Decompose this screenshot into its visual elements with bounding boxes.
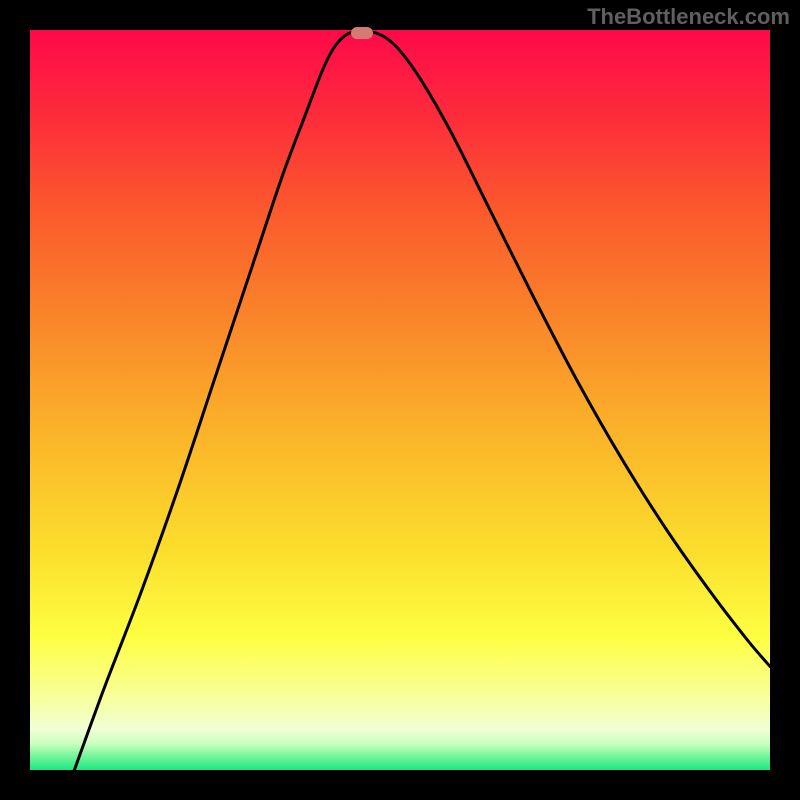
watermark-text: TheBottleneck.com: [587, 4, 790, 30]
chart-container: TheBottleneck.com: [0, 0, 800, 800]
plot-area: [30, 30, 770, 770]
minimum-marker: [351, 27, 373, 39]
curve-line: [30, 30, 770, 770]
